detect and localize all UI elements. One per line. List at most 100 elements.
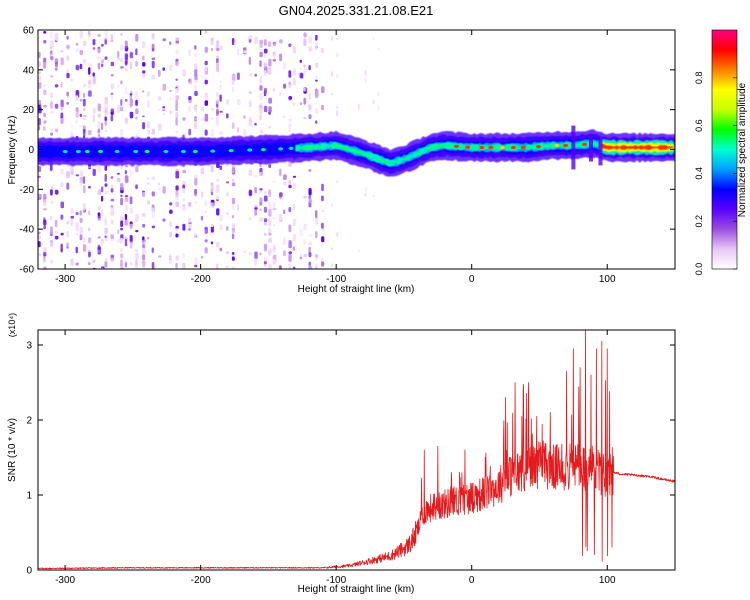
- noise-blob: [288, 224, 292, 233]
- noise-blob: [169, 223, 173, 227]
- ridge-hotspot: [98, 149, 103, 154]
- noise-blob: [43, 126, 47, 132]
- ridge-hotspot: [278, 147, 284, 151]
- noise-blob: [219, 130, 223, 135]
- noise-blob: [243, 50, 247, 54]
- noise-blob: [288, 263, 291, 269]
- noise-blob: [66, 241, 69, 247]
- noise-blob: [231, 122, 235, 129]
- noise-blob: [110, 184, 114, 189]
- noise-blob: [188, 202, 192, 207]
- noise-blob: [88, 210, 91, 216]
- noise-blob: [315, 210, 318, 219]
- noise-blob: [79, 217, 83, 223]
- noise-blob: [82, 98, 86, 107]
- noise-blob: [158, 187, 161, 190]
- noise-blob: [92, 76, 96, 85]
- noise-blob: [82, 117, 87, 121]
- noise-blob: [194, 194, 198, 197]
- noise-blob: [135, 184, 138, 190]
- noise-blob: [104, 103, 108, 110]
- x-tick-label: -300: [55, 274, 75, 285]
- ridge-hotspot: [144, 149, 150, 154]
- noise-blob: [299, 67, 302, 70]
- noise-blob: [292, 245, 297, 252]
- noise-blob: [268, 218, 271, 222]
- noise-blob: [259, 39, 263, 44]
- noise-blob: [110, 205, 114, 208]
- noise-blob: [263, 87, 268, 93]
- noise-blob: [259, 60, 262, 67]
- noise-blob: [54, 32, 59, 41]
- noise-blob: [303, 64, 306, 68]
- noise-blob: [263, 256, 268, 262]
- noise-blob: [151, 128, 155, 135]
- noise-blob: [288, 123, 292, 128]
- noise-blob: [299, 72, 304, 79]
- ridge-hotspot: [322, 144, 328, 148]
- x-tick-label: 100: [599, 575, 616, 586]
- noise-blob: [88, 67, 91, 75]
- noise-blob: [219, 247, 222, 252]
- ridge-hotspot: [288, 146, 294, 150]
- noise-blob: [129, 111, 134, 119]
- noise-blob: [226, 181, 230, 184]
- noise-blob: [279, 39, 283, 44]
- noise-blob: [43, 266, 46, 269]
- noise-blob: [321, 104, 324, 111]
- noise-blob: [104, 183, 108, 187]
- noise-blob: [175, 99, 178, 106]
- noise-blob: [216, 92, 219, 98]
- noise-blob: [50, 200, 54, 205]
- noise-blob: [142, 262, 146, 268]
- noise-blob: [331, 263, 334, 267]
- noise-blob: [129, 207, 133, 214]
- noise-blob: [315, 34, 318, 41]
- noise-blob: [169, 202, 173, 206]
- noise-blob: [194, 200, 198, 204]
- noise-blob: [204, 129, 208, 136]
- noise-blob: [151, 191, 155, 197]
- snr-panel: -300 -200 -100 0 100 0 1 2 3 Height of straight…: [7, 313, 676, 595]
- noise-blob: [259, 188, 263, 191]
- noise-blob: [268, 248, 271, 252]
- noise-blob: [263, 39, 267, 45]
- noise-blob: [60, 168, 64, 175]
- x-tick-label: -200: [191, 575, 211, 586]
- noise-blob: [50, 101, 53, 109]
- noise-blob: [175, 117, 178, 126]
- noise-blob: [357, 249, 360, 253]
- noise-blob: [292, 203, 296, 211]
- noise-blob: [50, 186, 54, 190]
- noise-blob: [117, 229, 120, 235]
- noise-blob: [175, 201, 180, 207]
- noise-blob: [147, 182, 150, 185]
- noise-blob: [182, 206, 186, 211]
- noise-blob: [321, 195, 324, 202]
- noise-blob: [88, 33, 91, 40]
- noise-blob: [272, 246, 276, 251]
- noise-blob: [97, 121, 101, 130]
- ridge-hotspot: [582, 142, 587, 146]
- ridge-hotspot: [228, 149, 234, 153]
- noise-blob: [43, 225, 47, 230]
- noise-blob: [88, 227, 91, 232]
- noise-blob: [151, 57, 156, 60]
- noise-blob: [216, 178, 220, 182]
- noise-blob: [175, 95, 180, 100]
- noise-blob: [259, 107, 263, 115]
- snr-y-label: SNR (10 * v/v): [7, 418, 18, 482]
- spectrogram-x-label: Height of straight line (km): [298, 284, 415, 295]
- colorbar-ticks: 0.0 0.2 0.4 0.6 0.8: [694, 72, 737, 275]
- noise-blob: [283, 181, 287, 186]
- noise-blob: [219, 45, 223, 51]
- noise-blob: [135, 214, 139, 222]
- noise-blob: [43, 208, 47, 211]
- noise-blob: [248, 121, 252, 127]
- noise-blob: [104, 257, 108, 262]
- noise-blob: [82, 108, 86, 111]
- noise-blob: [194, 105, 198, 112]
- noise-blob: [79, 170, 84, 177]
- noise-blob: [268, 208, 272, 217]
- noise-blob: [43, 112, 46, 118]
